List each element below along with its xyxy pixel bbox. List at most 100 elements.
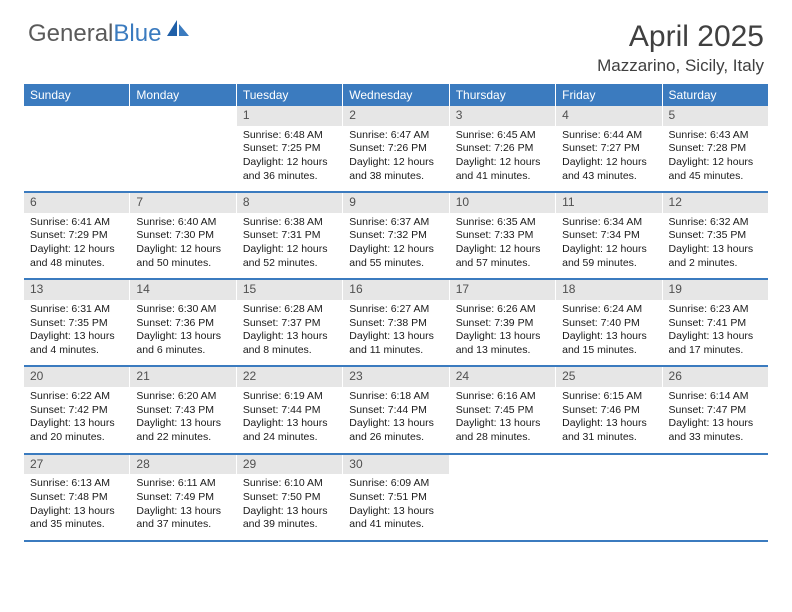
daylight-text: Daylight: 12 hours and 50 minutes. [136, 243, 229, 270]
title-block: April 2025 Mazzarino, Sicily, Italy [597, 20, 764, 76]
day-body: Sunrise: 6:10 AMSunset: 7:50 PMDaylight:… [237, 474, 342, 540]
week-row: 1Sunrise: 6:48 AMSunset: 7:25 PMDaylight… [24, 106, 768, 193]
daylight-text: Daylight: 13 hours and 28 minutes. [456, 417, 549, 444]
day-body: Sunrise: 6:20 AMSunset: 7:43 PMDaylight:… [130, 387, 235, 453]
day-body: Sunrise: 6:30 AMSunset: 7:36 PMDaylight:… [130, 300, 235, 366]
week-row: 20Sunrise: 6:22 AMSunset: 7:42 PMDayligh… [24, 367, 768, 454]
daylight-text: Daylight: 13 hours and 31 minutes. [562, 417, 655, 444]
daylight-text: Daylight: 12 hours and 52 minutes. [243, 243, 336, 270]
day-body: Sunrise: 6:28 AMSunset: 7:37 PMDaylight:… [237, 300, 342, 366]
day-body: Sunrise: 6:41 AMSunset: 7:29 PMDaylight:… [24, 213, 129, 279]
sunrise-text: Sunrise: 6:43 AM [669, 129, 762, 143]
sunrise-text: Sunrise: 6:14 AM [669, 390, 762, 404]
day-number: 13 [24, 280, 129, 300]
day-cell: 9Sunrise: 6:37 AMSunset: 7:32 PMDaylight… [343, 193, 449, 278]
sunrise-text: Sunrise: 6:32 AM [669, 216, 762, 230]
sunset-text: Sunset: 7:51 PM [349, 491, 442, 505]
day-cell: 6Sunrise: 6:41 AMSunset: 7:29 PMDaylight… [24, 193, 130, 278]
day-cell: 5Sunrise: 6:43 AMSunset: 7:28 PMDaylight… [663, 106, 768, 191]
day-number: 16 [343, 280, 448, 300]
sunset-text: Sunset: 7:36 PM [136, 317, 229, 331]
day-cell: 17Sunrise: 6:26 AMSunset: 7:39 PMDayligh… [450, 280, 556, 365]
daylight-text: Daylight: 13 hours and 22 minutes. [136, 417, 229, 444]
sunset-text: Sunset: 7:32 PM [349, 229, 442, 243]
sunset-text: Sunset: 7:44 PM [243, 404, 336, 418]
day-number: 25 [556, 367, 661, 387]
sunset-text: Sunset: 7:33 PM [456, 229, 549, 243]
day-number: 6 [24, 193, 129, 213]
day-number: 15 [237, 280, 342, 300]
daylight-text: Daylight: 13 hours and 39 minutes. [243, 505, 336, 532]
sunset-text: Sunset: 7:26 PM [456, 142, 549, 156]
day-cell: 15Sunrise: 6:28 AMSunset: 7:37 PMDayligh… [237, 280, 343, 365]
day-body: Sunrise: 6:37 AMSunset: 7:32 PMDaylight:… [343, 213, 448, 279]
daylight-text: Daylight: 13 hours and 41 minutes. [349, 505, 442, 532]
daylight-text: Daylight: 13 hours and 37 minutes. [136, 505, 229, 532]
sunset-text: Sunset: 7:28 PM [669, 142, 762, 156]
day-cell: 18Sunrise: 6:24 AMSunset: 7:40 PMDayligh… [556, 280, 662, 365]
daylight-text: Daylight: 12 hours and 59 minutes. [562, 243, 655, 270]
day-number: 10 [450, 193, 555, 213]
day-cell: 30Sunrise: 6:09 AMSunset: 7:51 PMDayligh… [343, 455, 449, 540]
daylight-text: Daylight: 12 hours and 36 minutes. [243, 156, 336, 183]
day-number: 7 [130, 193, 235, 213]
day-body: Sunrise: 6:35 AMSunset: 7:33 PMDaylight:… [450, 213, 555, 279]
daylight-text: Daylight: 12 hours and 55 minutes. [349, 243, 442, 270]
day-cell: 25Sunrise: 6:15 AMSunset: 7:46 PMDayligh… [556, 367, 662, 452]
day-body: Sunrise: 6:43 AMSunset: 7:28 PMDaylight:… [663, 126, 768, 192]
weekday-header: Friday [556, 84, 662, 106]
day-number: 17 [450, 280, 555, 300]
sunrise-text: Sunrise: 6:11 AM [136, 477, 229, 491]
day-number: 21 [130, 367, 235, 387]
day-cell [663, 455, 768, 540]
day-cell: 8Sunrise: 6:38 AMSunset: 7:31 PMDaylight… [237, 193, 343, 278]
day-body: Sunrise: 6:09 AMSunset: 7:51 PMDaylight:… [343, 474, 448, 540]
sunset-text: Sunset: 7:31 PM [243, 229, 336, 243]
day-body: Sunrise: 6:34 AMSunset: 7:34 PMDaylight:… [556, 213, 661, 279]
brand-part2: Blue [113, 20, 161, 48]
daylight-text: Daylight: 13 hours and 15 minutes. [562, 330, 655, 357]
day-cell: 1Sunrise: 6:48 AMSunset: 7:25 PMDaylight… [237, 106, 343, 191]
weekday-header: Tuesday [237, 84, 343, 106]
sunrise-text: Sunrise: 6:34 AM [562, 216, 655, 230]
day-body: Sunrise: 6:22 AMSunset: 7:42 PMDaylight:… [24, 387, 129, 453]
sunset-text: Sunset: 7:35 PM [30, 317, 123, 331]
day-cell [450, 455, 556, 540]
daylight-text: Daylight: 13 hours and 8 minutes. [243, 330, 336, 357]
day-body: Sunrise: 6:26 AMSunset: 7:39 PMDaylight:… [450, 300, 555, 366]
day-number: 30 [343, 455, 448, 475]
day-number: 9 [343, 193, 448, 213]
weekday-header: Wednesday [343, 84, 449, 106]
sunset-text: Sunset: 7:49 PM [136, 491, 229, 505]
sunrise-text: Sunrise: 6:41 AM [30, 216, 123, 230]
day-cell: 4Sunrise: 6:44 AMSunset: 7:27 PMDaylight… [556, 106, 662, 191]
sunset-text: Sunset: 7:27 PM [562, 142, 655, 156]
day-body: Sunrise: 6:27 AMSunset: 7:38 PMDaylight:… [343, 300, 448, 366]
sunrise-text: Sunrise: 6:47 AM [349, 129, 442, 143]
day-body: Sunrise: 6:11 AMSunset: 7:49 PMDaylight:… [130, 474, 235, 540]
day-number: 3 [450, 106, 555, 126]
daylight-text: Daylight: 13 hours and 17 minutes. [669, 330, 762, 357]
day-body: Sunrise: 6:44 AMSunset: 7:27 PMDaylight:… [556, 126, 661, 192]
day-number: 12 [663, 193, 768, 213]
week-row: 6Sunrise: 6:41 AMSunset: 7:29 PMDaylight… [24, 193, 768, 280]
day-number: 27 [24, 455, 129, 475]
daylight-text: Daylight: 13 hours and 26 minutes. [349, 417, 442, 444]
day-body: Sunrise: 6:47 AMSunset: 7:26 PMDaylight:… [343, 126, 448, 192]
day-number: 22 [237, 367, 342, 387]
day-number: 4 [556, 106, 661, 126]
day-number: 26 [663, 367, 768, 387]
sunset-text: Sunset: 7:50 PM [243, 491, 336, 505]
weekday-header: Saturday [663, 84, 768, 106]
day-number: 24 [450, 367, 555, 387]
day-body: Sunrise: 6:45 AMSunset: 7:26 PMDaylight:… [450, 126, 555, 192]
weekday-header: Monday [130, 84, 236, 106]
day-number: 5 [663, 106, 768, 126]
day-cell: 29Sunrise: 6:10 AMSunset: 7:50 PMDayligh… [237, 455, 343, 540]
day-cell: 20Sunrise: 6:22 AMSunset: 7:42 PMDayligh… [24, 367, 130, 452]
day-body: Sunrise: 6:13 AMSunset: 7:48 PMDaylight:… [24, 474, 129, 540]
daylight-text: Daylight: 13 hours and 24 minutes. [243, 417, 336, 444]
sunset-text: Sunset: 7:29 PM [30, 229, 123, 243]
sunset-text: Sunset: 7:43 PM [136, 404, 229, 418]
day-body: Sunrise: 6:38 AMSunset: 7:31 PMDaylight:… [237, 213, 342, 279]
